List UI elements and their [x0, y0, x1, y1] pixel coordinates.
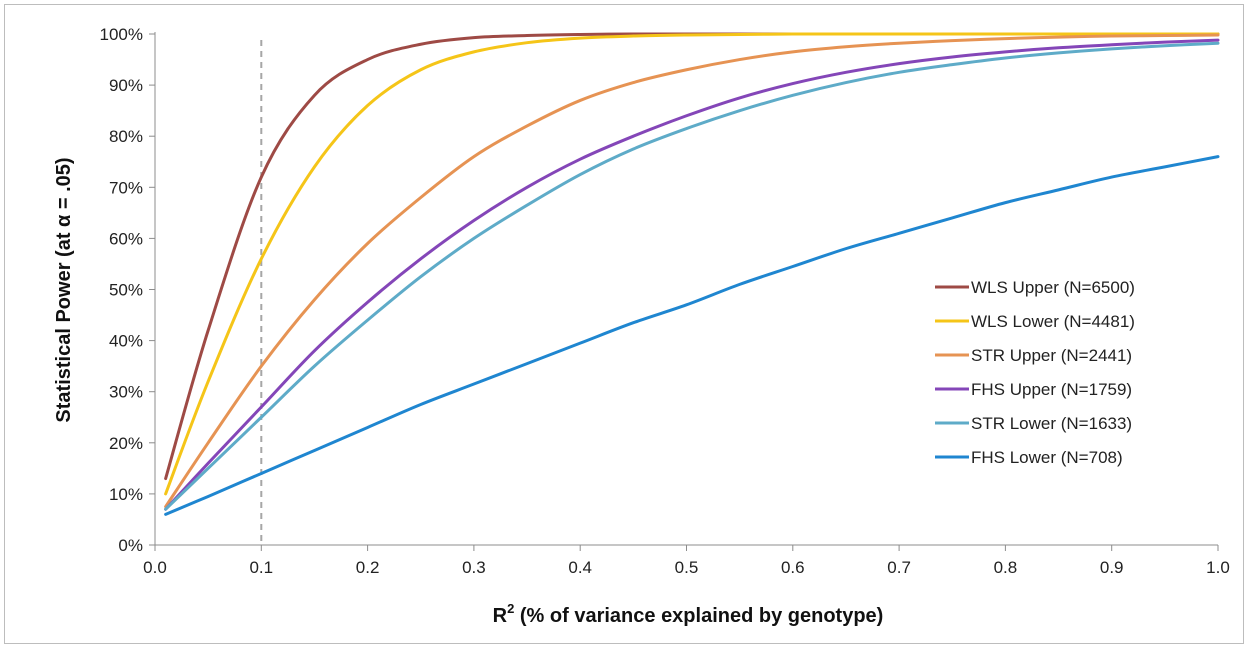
- x-tick-label: 0.6: [781, 558, 805, 577]
- x-axis-title-rest: (% of variance explained by genotype): [514, 605, 883, 627]
- x-axis-title-main: R: [493, 605, 508, 627]
- series-lines: [164, 32, 1220, 516]
- legend-label-4: FHS Upper (N=1759): [971, 380, 1132, 399]
- series-line-1: [164, 32, 1220, 481]
- x-tick-label: 0.0: [143, 558, 167, 577]
- series-line-3: [164, 33, 1220, 509]
- y-axis-title: Statistical Power (at α = .05): [53, 157, 75, 422]
- x-axis-title-sup: 2: [507, 601, 514, 616]
- x-tick-label: 0.1: [249, 558, 273, 577]
- series-line-2: [164, 32, 1220, 496]
- y-tick-label: 10%: [109, 485, 143, 504]
- series-line-5: [164, 41, 1220, 511]
- legend-label-2: WLS Lower (N=4481): [971, 312, 1135, 331]
- x-tick-label: 0.4: [568, 558, 592, 577]
- x-tick-label: 0.8: [994, 558, 1018, 577]
- y-tick-label: 100%: [100, 25, 143, 44]
- x-tick-label: 0.3: [462, 558, 486, 577]
- x-tick-label: 0.5: [675, 558, 699, 577]
- y-tick-label: 70%: [109, 178, 143, 197]
- y-tick-label: 40%: [109, 332, 143, 351]
- x-tick-label: 1.0: [1206, 558, 1230, 577]
- y-tick-label: 20%: [109, 434, 143, 453]
- y-tick-label: 50%: [109, 281, 143, 300]
- y-tick-label: 30%: [109, 383, 143, 402]
- legend-label-3: STR Upper (N=2441): [971, 346, 1132, 365]
- legend-label-6: FHS Lower (N=708): [971, 448, 1123, 467]
- x-tick-label: 0.2: [356, 558, 380, 577]
- x-axis-title: R2 (% of variance explained by genotype): [493, 601, 884, 627]
- series-line-4: [164, 38, 1220, 511]
- x-tick-label: 0.7: [887, 558, 911, 577]
- y-tick-label: 0%: [118, 536, 143, 555]
- axis-titles: Statistical Power (at α = .05) R2 (% of …: [53, 157, 883, 627]
- legend-label-5: STR Lower (N=1633): [971, 414, 1132, 433]
- y-tick-label: 90%: [109, 76, 143, 95]
- legend-label-1: WLS Upper (N=6500): [971, 278, 1135, 297]
- y-tick-label: 60%: [109, 229, 143, 248]
- y-tick-label: 80%: [109, 127, 143, 146]
- x-tick-label: 0.9: [1100, 558, 1124, 577]
- series-line-6: [164, 155, 1220, 516]
- axes: 0% 10% 20% 30% 40% 50% 60% 70% 80% 90% 100% 0.0 0.1 0…: [100, 25, 1230, 577]
- legend: WLS Upper (N=6500) WLS Lower (N=4481) STR …: [935, 278, 1135, 467]
